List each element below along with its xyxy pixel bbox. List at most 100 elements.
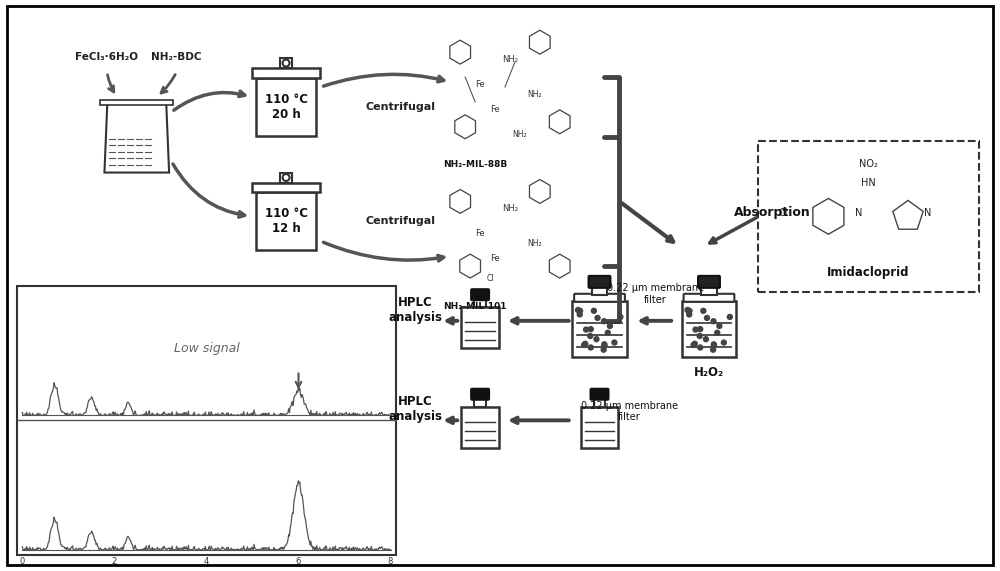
Text: Cl: Cl [779,208,788,218]
Text: HPLC
analysis: HPLC analysis [388,395,442,423]
Text: H₂O₂: H₂O₂ [694,365,724,379]
Bar [461,407,499,448]
Bar [701,287,717,295]
Circle shape [698,327,703,332]
Circle shape [705,315,709,320]
Text: Fe: Fe [475,80,485,89]
Text: NH₂: NH₂ [502,55,518,64]
Circle shape [595,315,600,320]
Circle shape [693,327,698,332]
Text: Fe: Fe [490,105,500,114]
FancyBboxPatch shape [574,294,625,301]
Bar [682,301,736,357]
Circle shape [588,345,593,350]
Circle shape [591,308,596,313]
Bar [100,100,173,105]
Circle shape [715,330,720,335]
Circle shape [703,337,708,341]
FancyBboxPatch shape [684,294,734,301]
Text: Absorption: Absorption [734,206,811,219]
Text: N: N [855,208,862,218]
Circle shape [618,315,623,319]
Circle shape [687,308,692,313]
Bar [280,172,292,183]
Bar [256,78,316,136]
Circle shape [612,340,617,345]
Circle shape [691,343,696,348]
Circle shape [578,308,583,313]
Circle shape [583,341,588,346]
Text: Low signal: Low signal [174,341,239,355]
Circle shape [697,333,702,339]
Circle shape [727,315,732,319]
Circle shape [711,347,716,352]
Circle shape [701,308,706,313]
Text: Fe: Fe [490,254,500,263]
Text: Centrifugal: Centrifugal [366,102,436,112]
Text: FeCl₃·6H₂O: FeCl₃·6H₂O [75,52,138,62]
Bar [592,287,607,295]
Bar [461,307,499,348]
Text: NH₂: NH₂ [528,239,542,248]
Circle shape [582,343,587,348]
Text: 110 °C
20 h: 110 °C 20 h [265,93,308,121]
Bar [581,407,618,448]
Circle shape [711,319,716,324]
Bar [572,301,627,357]
Circle shape [711,342,716,347]
Text: Imidacloprid: Imidacloprid [827,266,909,279]
Circle shape [602,319,607,324]
Bar [594,399,605,407]
Circle shape [594,337,599,341]
Text: NH₂-MIL-101: NH₂-MIL-101 [443,302,507,311]
Circle shape [602,343,607,348]
Text: 4: 4 [204,557,209,566]
Bar [474,299,486,307]
Circle shape [711,343,716,348]
FancyBboxPatch shape [758,140,979,292]
Text: Cl: Cl [486,274,494,283]
Circle shape [692,341,697,346]
Text: NO₂: NO₂ [859,159,878,168]
Circle shape [685,308,690,312]
Circle shape [577,312,582,317]
Circle shape [601,347,606,352]
Circle shape [588,333,593,339]
Text: NH₂: NH₂ [513,130,527,139]
Text: N: N [924,208,932,218]
Circle shape [721,340,726,345]
Circle shape [584,327,589,332]
Text: 110 °C
12 h: 110 °C 12 h [265,207,308,235]
Circle shape [605,330,610,335]
Text: Fe: Fe [475,229,485,238]
Text: NH₂-MIL-88B: NH₂-MIL-88B [443,159,507,168]
Text: 0.22 μm membrane
filter: 0.22 μm membrane filter [607,283,704,305]
Circle shape [602,342,607,347]
Text: Centrifugal: Centrifugal [366,216,436,226]
Bar [256,192,316,250]
FancyBboxPatch shape [591,389,608,400]
Bar [252,68,320,78]
Text: HPLC
analysis: HPLC analysis [388,296,442,324]
Circle shape [607,323,612,328]
Text: 0.22 μm membrane
filter: 0.22 μm membrane filter [581,401,678,423]
Circle shape [698,345,703,350]
Bar [17,286,396,554]
Circle shape [687,312,692,317]
Text: 8: 8 [388,557,393,566]
Circle shape [588,327,593,332]
Bar [280,58,292,68]
Circle shape [576,308,581,312]
FancyBboxPatch shape [471,389,489,400]
Text: NH₂: NH₂ [528,90,542,99]
FancyBboxPatch shape [471,289,489,300]
Text: HN: HN [861,179,876,188]
Bar [252,183,320,192]
Text: NH₂-BDC: NH₂-BDC [151,52,202,62]
Circle shape [717,323,722,328]
Text: 0: 0 [20,557,25,566]
Text: 2: 2 [112,557,117,566]
Text: 6: 6 [296,557,301,566]
Text: NH₂: NH₂ [502,204,518,214]
FancyBboxPatch shape [698,276,720,288]
